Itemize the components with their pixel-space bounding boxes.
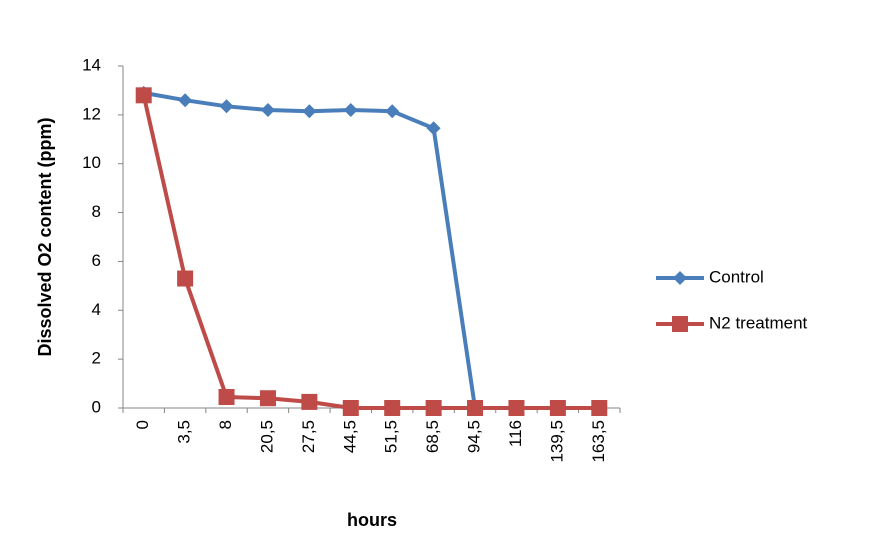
- data-point: [178, 93, 193, 108]
- y-tick-label: 0: [92, 397, 101, 416]
- data-point: [384, 400, 401, 416]
- data-point: [260, 102, 275, 117]
- data-point: [302, 104, 317, 119]
- y-tick-label: 12: [82, 104, 101, 123]
- legend-marker: [672, 316, 688, 332]
- series-line: [141, 94, 600, 410]
- y-tick-label: 2: [92, 349, 101, 368]
- x-axis-title: hours: [347, 510, 397, 530]
- x-tick-label: 163,5: [589, 420, 608, 463]
- data-point: [177, 270, 194, 287]
- data-point: [549, 400, 566, 416]
- data-point: [425, 400, 442, 416]
- y-tick-label: 4: [92, 300, 101, 319]
- y-tick-label: 6: [92, 251, 101, 270]
- x-tick-label: 8: [216, 420, 235, 429]
- x-tick-label: 68,5: [423, 420, 442, 453]
- x-tick-label: 3,5: [175, 420, 194, 444]
- data-point: [467, 400, 484, 416]
- data-point: [301, 393, 318, 410]
- data-point: [426, 121, 441, 136]
- data-point: [385, 104, 400, 119]
- data-point: [218, 389, 235, 406]
- data-point: [259, 390, 276, 407]
- y-tick-label: 10: [82, 153, 101, 172]
- data-point: [219, 99, 234, 114]
- x-tick-label: 116: [506, 420, 525, 447]
- data-point: [135, 87, 152, 104]
- y-tick-label: 14: [82, 55, 101, 74]
- legend-label: Control: [709, 267, 764, 286]
- data-point: [343, 102, 358, 117]
- x-tick-label: 44,5: [340, 420, 359, 453]
- x-tick-label: 27,5: [299, 420, 318, 453]
- y-axis-title: Dissolved O2 content (ppm): [35, 117, 55, 356]
- x-tick-label: 139,5: [547, 420, 566, 463]
- data-point: [591, 400, 608, 416]
- data-point: [508, 400, 525, 416]
- x-tick-label: 51,5: [382, 420, 401, 453]
- legend-label: N2 treatment: [709, 313, 808, 332]
- data-point: [342, 400, 359, 416]
- x-tick-label: 94,5: [465, 420, 484, 453]
- x-tick-label: 20,5: [257, 420, 276, 453]
- x-tick-label: 0: [133, 420, 152, 429]
- y-tick-label: 8: [92, 202, 101, 221]
- legend-marker: [673, 271, 687, 285]
